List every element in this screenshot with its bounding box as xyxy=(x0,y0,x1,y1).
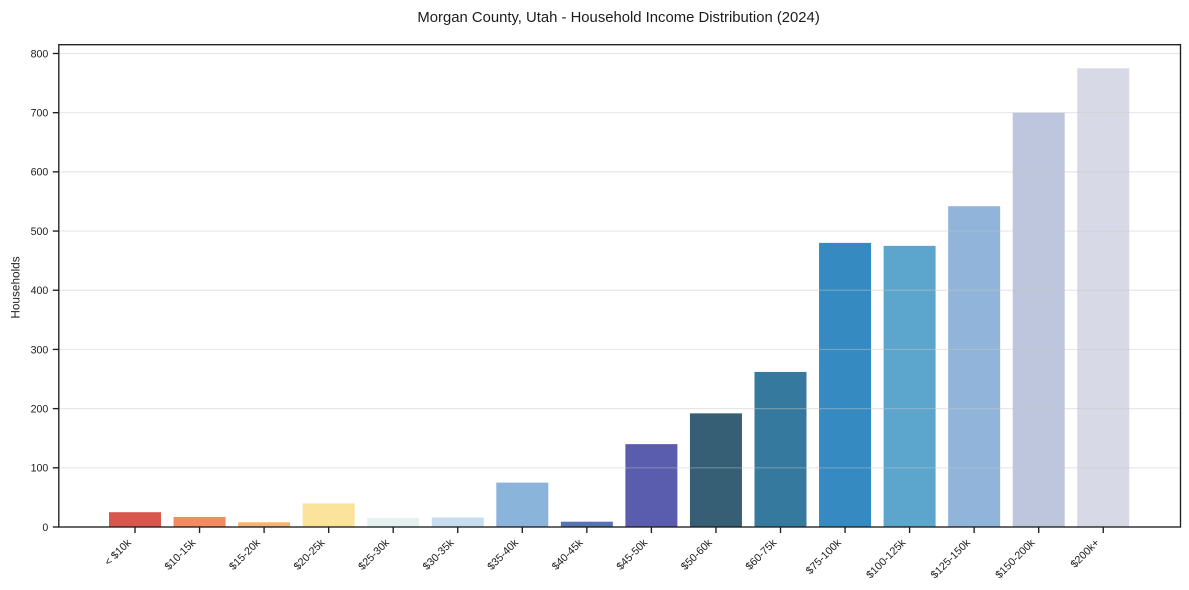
svg-text:300: 300 xyxy=(31,344,49,356)
svg-text:100: 100 xyxy=(31,463,49,475)
svg-text:600: 600 xyxy=(31,167,49,179)
svg-text:0: 0 xyxy=(42,522,48,534)
svg-text:Morgan County, Utah - Househol: Morgan County, Utah - Household Income D… xyxy=(417,10,819,26)
svg-text:200: 200 xyxy=(31,403,49,415)
svg-text:500: 500 xyxy=(31,226,49,238)
svg-text:700: 700 xyxy=(31,108,49,120)
svg-text:Households: Households xyxy=(9,256,23,318)
svg-text:400: 400 xyxy=(31,285,49,297)
svg-text:800: 800 xyxy=(31,48,49,60)
